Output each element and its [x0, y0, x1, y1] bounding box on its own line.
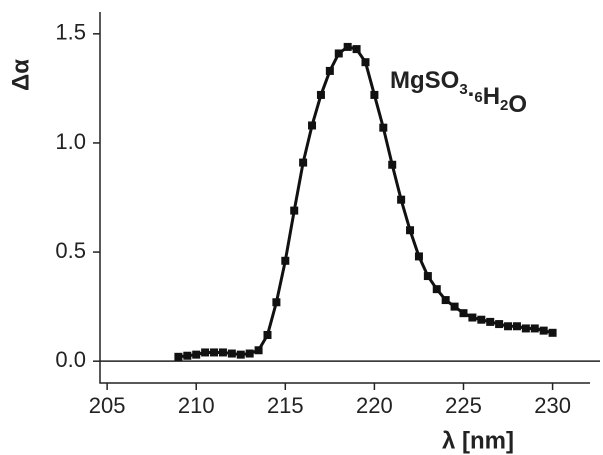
data-point [441, 296, 450, 305]
data-point [397, 195, 406, 204]
data-point [521, 324, 530, 333]
x-axis-label: λ [nm] [442, 427, 514, 454]
y-tick-label: 1.5 [55, 20, 86, 45]
data-point [245, 349, 254, 358]
annotation: MgSO3.6H2O [390, 67, 527, 118]
data-point [468, 313, 477, 322]
y-tick-label: 1.0 [55, 129, 86, 154]
data-point [272, 298, 281, 307]
data-point [486, 317, 495, 326]
data-point [316, 90, 325, 99]
data-point [406, 226, 415, 235]
y-tick-label: 0.5 [55, 238, 86, 263]
data-point [450, 302, 459, 311]
data-point [361, 58, 370, 67]
x-tick-label: 225 [445, 393, 482, 418]
y-axis-label: Δα [7, 59, 34, 91]
data-point [548, 328, 557, 337]
data-point [183, 351, 192, 360]
data-point [254, 346, 263, 355]
data-point [325, 66, 334, 75]
data-point [539, 326, 548, 335]
data-point [370, 90, 379, 99]
data-point [299, 158, 308, 167]
data-point [343, 42, 352, 51]
data-point [512, 322, 521, 331]
data-point [227, 349, 236, 358]
data-point [504, 322, 513, 331]
data-point [414, 252, 423, 261]
data-point [423, 272, 432, 281]
data-point [308, 121, 317, 130]
data-point [352, 45, 361, 54]
data-point [236, 350, 245, 359]
x-tick-label: 205 [89, 393, 126, 418]
data-point [263, 330, 272, 339]
data-point [290, 206, 299, 215]
data-point [495, 320, 504, 329]
axes [99, 12, 590, 384]
data-point [174, 352, 183, 361]
data-point [218, 348, 227, 357]
data-point [379, 123, 388, 132]
data-point [432, 285, 441, 294]
data-point [210, 348, 219, 357]
data-point [192, 350, 201, 359]
data-point [388, 160, 397, 169]
x-tick-label: 220 [356, 393, 393, 418]
data-point [530, 324, 539, 333]
data-point [477, 315, 486, 324]
x-tick-label: 230 [534, 393, 571, 418]
y-tick-label: 0.0 [55, 347, 86, 372]
data-point [281, 256, 290, 265]
data-point [334, 49, 343, 58]
x-tick-label: 210 [178, 393, 215, 418]
x-tick-label: 215 [267, 393, 304, 418]
data-point [201, 348, 210, 357]
data-point [459, 309, 468, 318]
